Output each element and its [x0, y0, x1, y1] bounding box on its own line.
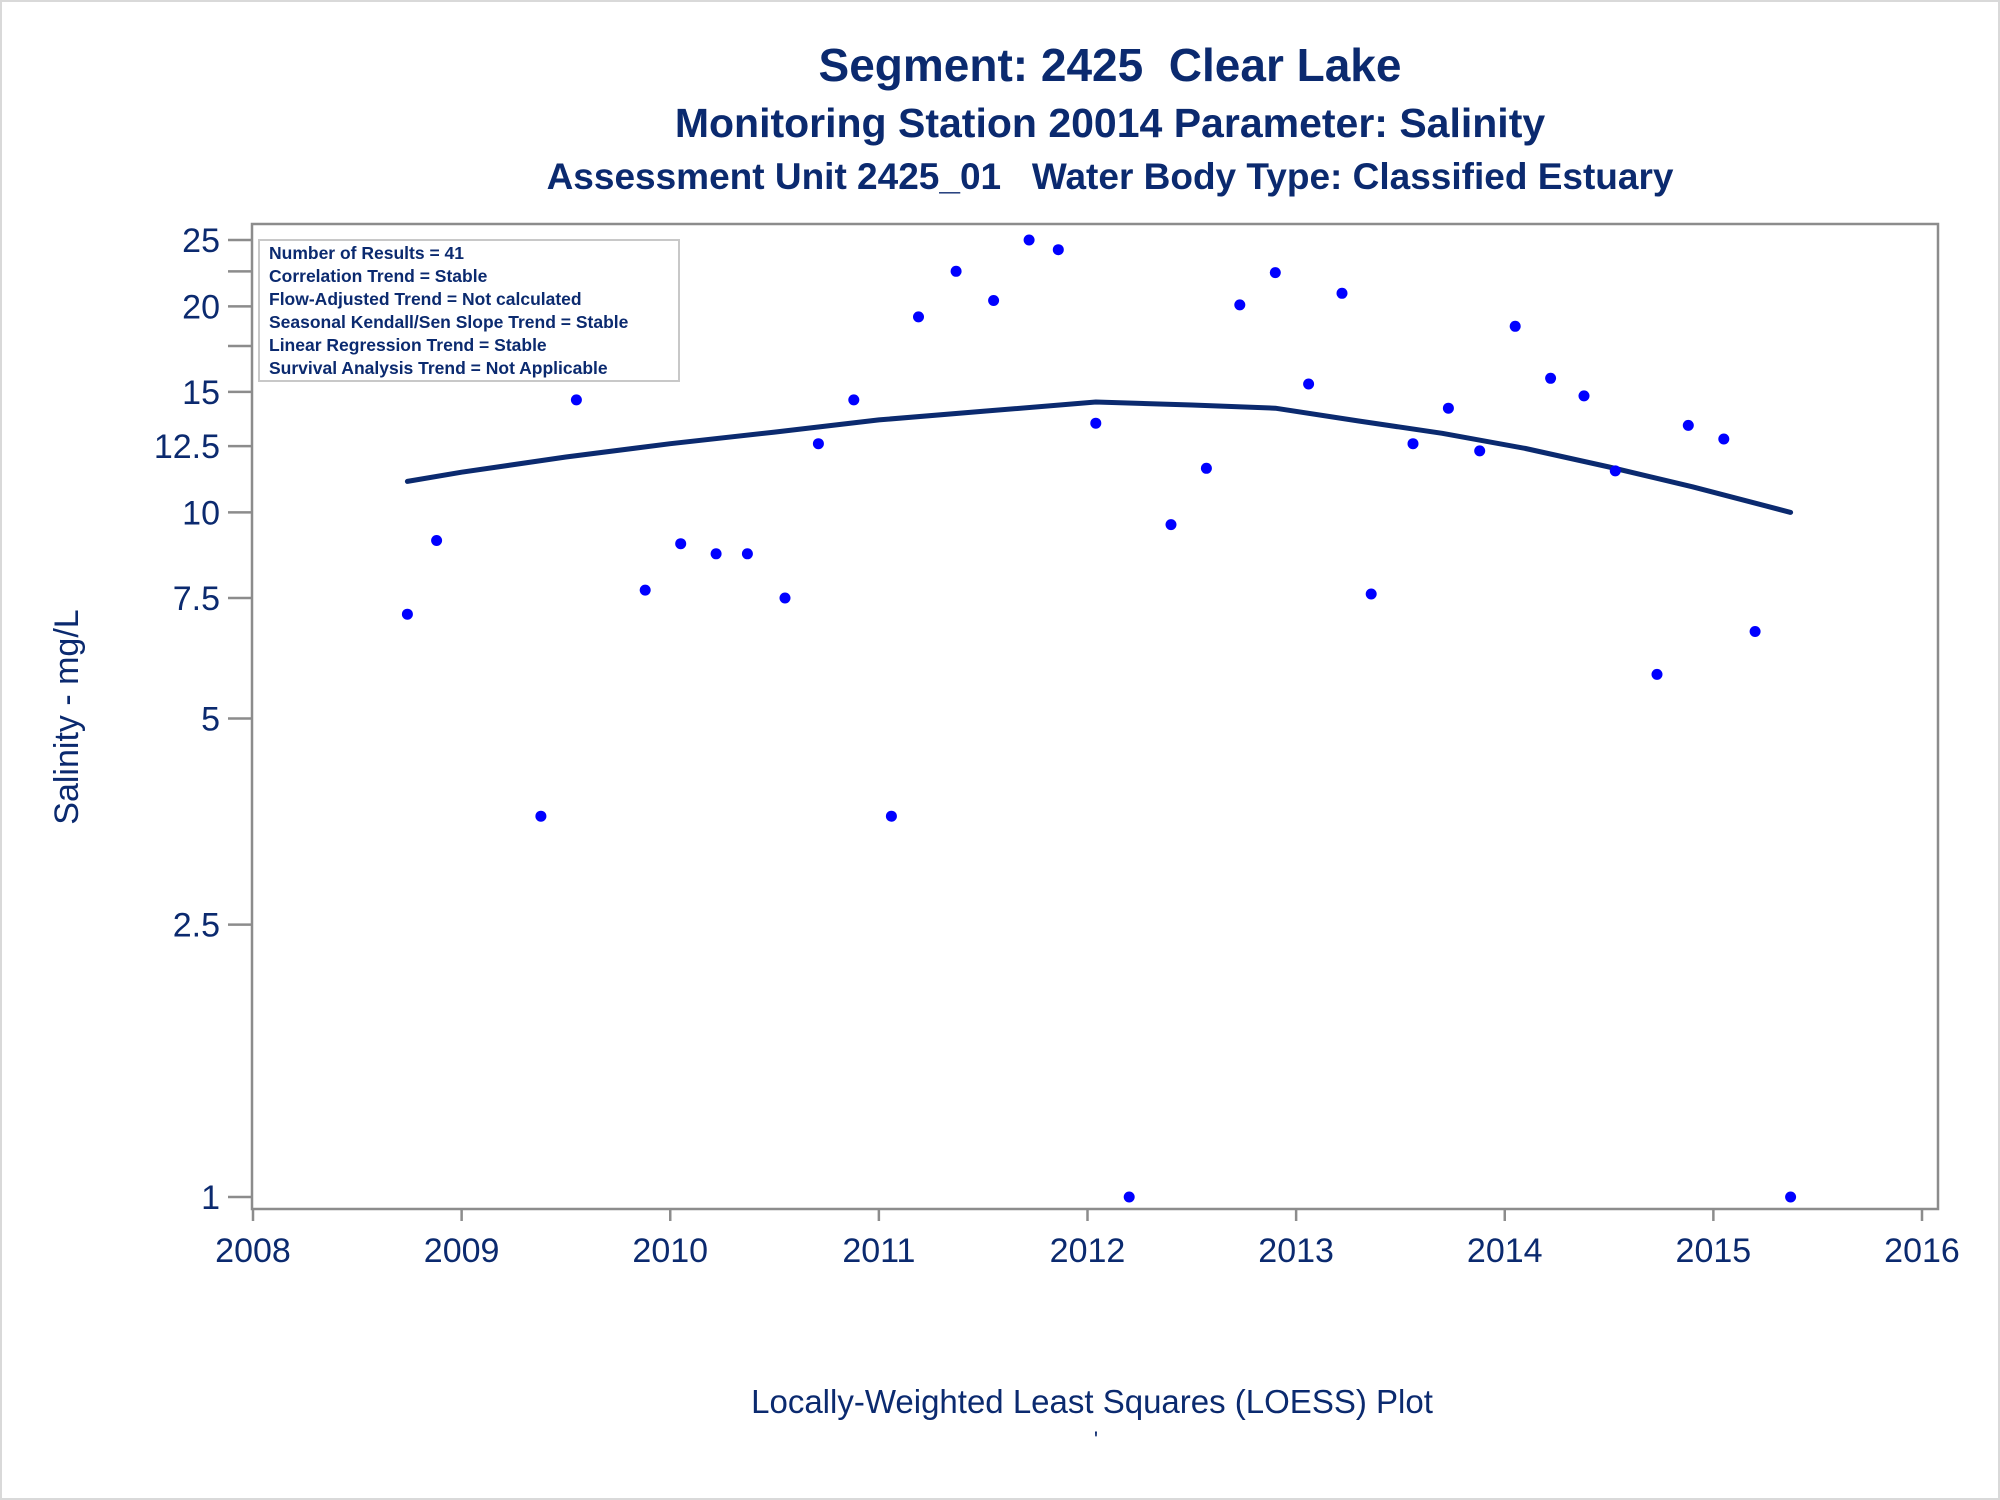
- data-point: [1474, 445, 1486, 457]
- info-correlation-trend: Correlation Trend = Stable: [269, 266, 488, 286]
- data-point: [1200, 462, 1212, 474]
- data-point: [431, 535, 443, 546]
- info-survival-analysis-trend: Survival Analysis Trend = Not Applicable: [269, 358, 608, 378]
- plot-area: [250, 222, 1940, 1211]
- data-point: [812, 438, 824, 450]
- info-box-frame: [258, 239, 680, 382]
- y-tick-label: 7.5: [173, 580, 220, 618]
- x-tick-label: 2016: [1884, 1232, 1960, 1270]
- data-point: [1682, 419, 1694, 431]
- chart-subtitle-station: Monitoring Station 20014 Parameter: Sali…: [674, 100, 1546, 146]
- x-tick-label: 2008: [215, 1232, 291, 1270]
- data-point: [1609, 465, 1621, 477]
- chart-title: Segment: 2425 Clear Lake: [818, 39, 1402, 91]
- data-point: [1509, 320, 1521, 332]
- data-point: [1336, 287, 1348, 299]
- data-point: [885, 810, 897, 822]
- data-point: [1442, 402, 1454, 414]
- data-point: [1365, 588, 1377, 600]
- data-point: [1407, 438, 1419, 450]
- footnote-mark: ': [1094, 1427, 1098, 1452]
- x-tick-label: 2014: [1467, 1232, 1543, 1270]
- info-linear-regression-trend: Linear Regression Trend = Stable: [269, 335, 547, 355]
- data-point: [401, 608, 413, 620]
- loess-fit-line: [404, 399, 1794, 515]
- y-axis-label: Salinity - mg/L: [48, 609, 86, 824]
- info-seasonal-kendall-trend: Seasonal Kendall/Sen Slope Trend = Stabl…: [269, 312, 629, 332]
- data-point: [1234, 299, 1246, 311]
- y-tick-label: 2.5: [173, 907, 220, 945]
- points-layer: [401, 234, 1797, 1203]
- data-point: [1749, 626, 1761, 637]
- data-point: [535, 810, 547, 822]
- x-tick-label: 2012: [1050, 1232, 1126, 1270]
- data-point: [1052, 244, 1064, 256]
- x-tick-label: 2013: [1258, 1232, 1334, 1270]
- y-tick-label: 25: [182, 222, 220, 260]
- x-tick-label: 2009: [424, 1232, 500, 1270]
- data-point: [1123, 1191, 1135, 1203]
- data-point: [1023, 234, 1035, 246]
- y-tick-label: 5: [201, 701, 220, 739]
- data-point: [710, 548, 722, 560]
- x-axis: 2008 2009 2010 2011 2012 2013 2014 2015 2016: [215, 1209, 1960, 1270]
- loess-layer: [404, 399, 1794, 515]
- data-point: [570, 394, 582, 406]
- info-flow-adjusted-trend: Flow-Adjusted Trend = Not calculated: [269, 289, 582, 309]
- y-tick-label: 15: [182, 374, 220, 412]
- data-point: [913, 311, 924, 323]
- data-point: [779, 592, 791, 604]
- data-point: [1165, 519, 1177, 531]
- y-tick-label: 1: [201, 1179, 220, 1217]
- data-point: [1785, 1191, 1797, 1203]
- data-point: [1545, 372, 1557, 384]
- footnote: Locally-Weighted Least Squares (LOESS) P…: [751, 1383, 1433, 1420]
- data-point: [950, 265, 962, 277]
- chart-subtitle-assessment: Assessment Unit 2425_01 Water Body Type:…: [546, 156, 1674, 197]
- x-tick-label: 2011: [842, 1232, 915, 1270]
- data-point: [1578, 390, 1590, 402]
- y-tick-label: 10: [182, 494, 220, 532]
- info-box: Number of Results = 41 Correlation Trend…: [258, 239, 680, 382]
- data-point: [1718, 433, 1730, 445]
- x-tick-label: 2010: [632, 1232, 708, 1270]
- y-tick-label: 12.5: [154, 428, 220, 466]
- data-point: [741, 548, 753, 560]
- y-tick-label: 20: [182, 288, 220, 326]
- data-point: [639, 584, 651, 596]
- data-point: [848, 394, 860, 406]
- data-point: [1651, 668, 1663, 680]
- data-point: [1269, 267, 1281, 279]
- data-point: [1090, 417, 1102, 429]
- x-tick-label: 2015: [1676, 1232, 1752, 1270]
- data-point: [1303, 378, 1315, 390]
- info-results-count: Number of Results = 41: [269, 243, 464, 263]
- data-point: [988, 295, 1000, 306]
- data-point: [675, 538, 687, 550]
